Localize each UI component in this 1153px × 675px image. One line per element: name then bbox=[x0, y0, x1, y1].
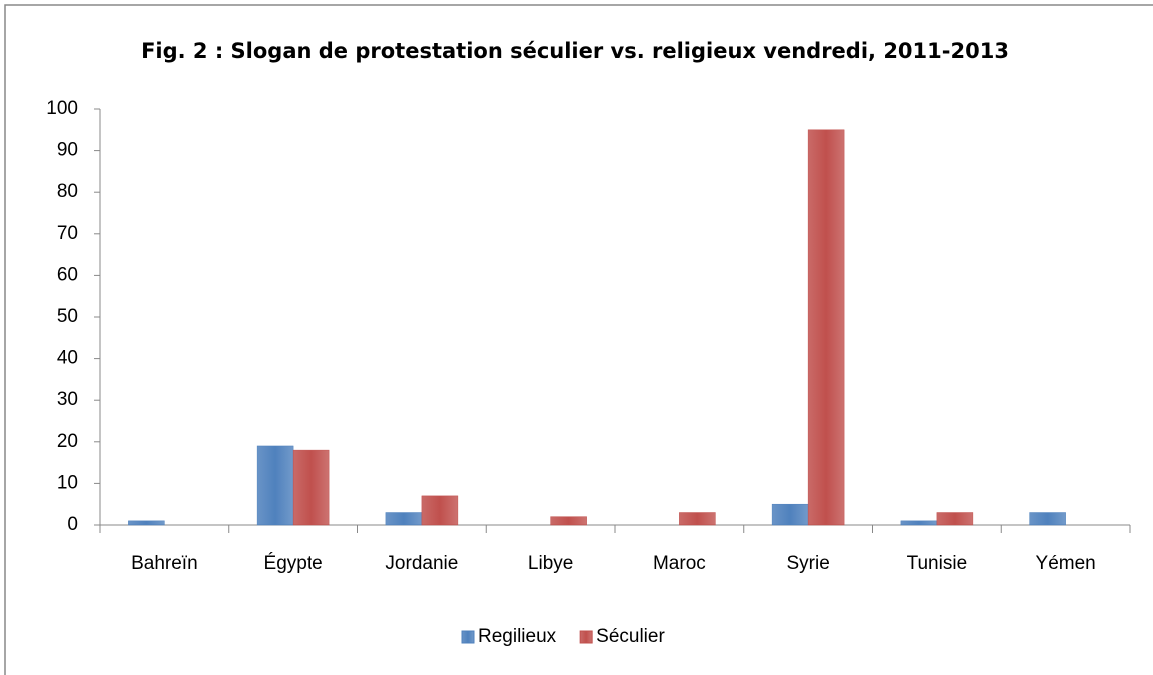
chart-border bbox=[4, 4, 1153, 675]
x-tick-label: Tunisie bbox=[907, 553, 968, 574]
bar bbox=[385, 512, 423, 526]
legend-swatch bbox=[579, 630, 593, 644]
legend-label: Regilieux bbox=[478, 626, 557, 647]
bar bbox=[421, 495, 459, 526]
bar bbox=[550, 516, 587, 526]
legend-swatch bbox=[461, 630, 475, 644]
y-tick-label: 80 bbox=[57, 181, 78, 202]
y-tick-label: 30 bbox=[57, 389, 78, 410]
y-tick-label: 10 bbox=[57, 472, 78, 493]
y-tick-label: 60 bbox=[57, 264, 78, 285]
bar bbox=[900, 520, 938, 526]
bar bbox=[1029, 512, 1066, 526]
x-tick-label: Syrie bbox=[786, 553, 829, 574]
chart-title: Fig. 2 : Slogan de protestation séculier… bbox=[141, 39, 1009, 63]
bar bbox=[256, 445, 294, 526]
x-tick-label: Égypte bbox=[264, 553, 323, 574]
x-tick-label: Jordanie bbox=[385, 553, 458, 574]
y-tick-label: 50 bbox=[57, 306, 78, 327]
bar bbox=[679, 512, 716, 526]
bar bbox=[128, 520, 165, 526]
bar bbox=[807, 129, 845, 526]
bar bbox=[771, 503, 809, 526]
x-tick-label: Bahreïn bbox=[131, 553, 198, 574]
y-tick-label: 90 bbox=[57, 140, 78, 161]
bar bbox=[936, 512, 974, 526]
bar bbox=[292, 449, 330, 526]
x-tick-label: Maroc bbox=[653, 553, 706, 574]
x-tick-label: Yémen bbox=[1036, 553, 1096, 574]
y-tick-label: 100 bbox=[46, 98, 78, 119]
x-tick-label: Libye bbox=[528, 553, 573, 574]
y-tick-label: 40 bbox=[57, 348, 78, 369]
y-tick-label: 70 bbox=[57, 223, 78, 244]
y-tick-label: 20 bbox=[57, 431, 78, 452]
y-tick-label: 0 bbox=[67, 514, 78, 535]
legend-label: Séculier bbox=[596, 626, 665, 647]
